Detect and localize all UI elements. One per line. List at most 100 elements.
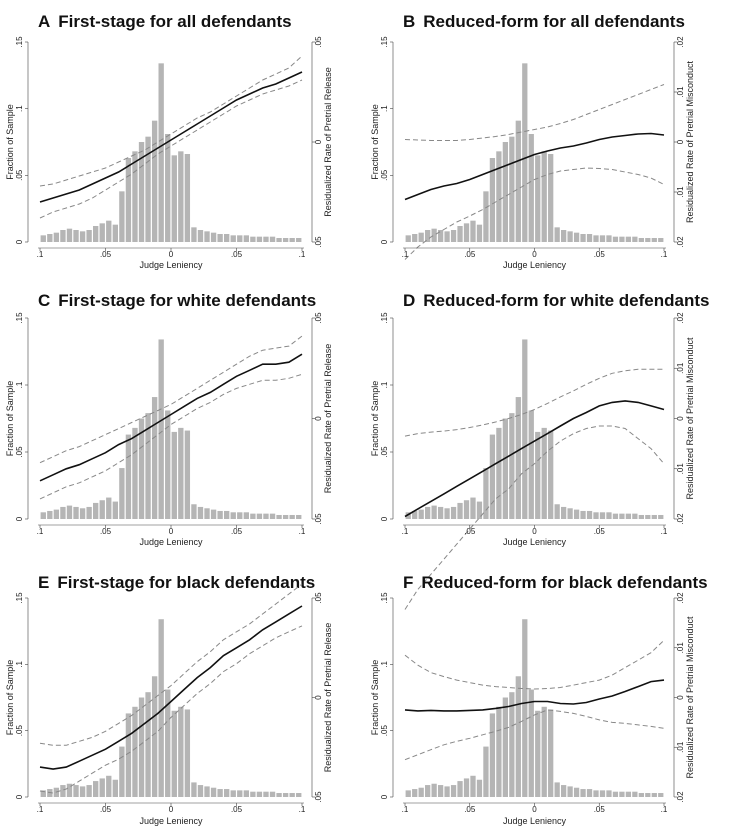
panel-letter: B xyxy=(403,12,415,31)
y-right-tick-label: .01 xyxy=(676,86,685,98)
x-tick-label: .1 xyxy=(299,805,306,814)
histogram-bar xyxy=(184,709,191,797)
histogram-bar xyxy=(437,785,444,797)
histogram-bar xyxy=(502,142,508,242)
estimate-line xyxy=(39,353,303,482)
histogram-bar xyxy=(463,778,470,797)
histogram-bar xyxy=(489,713,496,797)
histogram-bar xyxy=(79,786,86,797)
histogram-bar xyxy=(53,509,60,519)
histogram-bar xyxy=(151,397,158,519)
histogram-bar xyxy=(217,234,223,242)
histogram-bar xyxy=(171,431,177,519)
histogram-bar xyxy=(405,512,411,519)
histogram-bar xyxy=(282,238,289,242)
histogram-bar xyxy=(535,155,541,242)
histogram-bar xyxy=(586,510,593,519)
histogram-bar xyxy=(515,397,521,519)
histogram-bar xyxy=(99,500,105,519)
histogram-bar xyxy=(263,236,269,242)
histogram-bar xyxy=(191,227,197,242)
histogram-bar xyxy=(425,506,431,519)
histogram-bar xyxy=(651,514,657,519)
histogram-bar xyxy=(483,468,489,519)
x-tick-label: 0 xyxy=(532,805,537,814)
histogram-bar xyxy=(561,506,567,519)
histogram-bar xyxy=(296,238,302,242)
upper-ci-line xyxy=(404,639,665,690)
lower-ci-line xyxy=(39,625,303,794)
y-right-axis-label: Residualized Rate of Pretrial Misconduct xyxy=(685,616,695,779)
y-left-tick-label: 0 xyxy=(380,239,389,244)
histogram-bar xyxy=(509,692,515,797)
histogram-bar xyxy=(651,238,657,242)
histogram-bar xyxy=(599,235,606,242)
histogram-bar xyxy=(158,339,164,519)
panel-title-text: Reduced-form for all defendants xyxy=(423,12,685,31)
histogram-bar xyxy=(548,709,554,797)
y-left-axis-label: Fraction of Sample xyxy=(5,660,15,736)
histogram-bar xyxy=(79,508,86,519)
histogram-bar xyxy=(276,238,282,242)
histogram-bar xyxy=(158,63,164,243)
histogram-bar xyxy=(296,514,302,519)
y-right-tick-label: 0 xyxy=(314,695,323,700)
y-right-tick-label: 0 xyxy=(676,416,685,421)
histogram-bar xyxy=(93,226,99,242)
histogram-bar xyxy=(112,224,118,242)
histogram-bar xyxy=(431,783,437,797)
y-right-tick-label: .02 xyxy=(676,791,685,803)
histogram-bar xyxy=(66,228,73,242)
histogram-bar xyxy=(522,63,528,243)
histogram-bar xyxy=(230,512,236,519)
panel-e: E First-stage for black defendants .1 .05 0.… xyxy=(5,573,333,826)
histogram-bar xyxy=(210,787,217,797)
histogram-bar xyxy=(444,786,450,797)
y-left-tick-label: .1 xyxy=(380,660,389,667)
y-right-tick-label: .05 xyxy=(314,312,323,324)
histogram-bar xyxy=(269,236,276,242)
y-left-tick-label: .1 xyxy=(15,105,24,112)
histogram-bar xyxy=(425,785,431,797)
histogram-bar xyxy=(561,785,567,797)
histogram-bar xyxy=(554,504,560,519)
y-right-tick-label: .01 xyxy=(676,741,685,753)
histogram-bar xyxy=(418,509,424,519)
histogram-bar xyxy=(573,509,580,519)
histogram-bar xyxy=(535,710,541,797)
histogram-bar xyxy=(119,468,125,519)
histogram-bar xyxy=(567,508,573,519)
histogram-bar xyxy=(237,790,243,797)
histogram-bar xyxy=(145,413,151,519)
histogram-bar xyxy=(638,238,644,242)
histogram-bar xyxy=(296,793,302,797)
histogram-bar xyxy=(289,238,295,242)
histogram-bar xyxy=(276,514,282,519)
histogram-bar xyxy=(171,710,177,797)
panel-b: B Reduced-form for all defendants .1 .05 0 .0… xyxy=(370,12,695,270)
histogram-bar xyxy=(151,120,158,242)
histogram-bar xyxy=(99,223,105,242)
x-tick-label: 0 xyxy=(169,527,174,536)
histogram-bar xyxy=(47,789,53,797)
histogram-bar xyxy=(197,230,204,242)
histogram-bar xyxy=(418,232,424,242)
histogram-bar xyxy=(289,793,295,797)
histogram-bar xyxy=(282,514,289,519)
histogram-bar xyxy=(509,413,515,519)
histogram-bar xyxy=(106,497,112,519)
x-tick-label: .1 xyxy=(402,527,409,536)
histogram-bar xyxy=(132,151,138,242)
histogram-bar xyxy=(632,791,638,797)
histogram-bar xyxy=(638,514,644,519)
histogram-bar xyxy=(86,785,92,797)
histogram-bar xyxy=(593,235,599,242)
histogram-bar xyxy=(548,154,554,242)
histogram-bar xyxy=(276,793,282,797)
y-right-tick-label: .02 xyxy=(676,236,685,248)
histogram-bar xyxy=(431,505,437,519)
x-tick-label: .1 xyxy=(299,527,306,536)
histogram-bar xyxy=(606,512,612,519)
panel-c: C First-stage for white defendants .1 .05 0.… xyxy=(5,291,333,547)
histogram-bar xyxy=(243,512,249,519)
